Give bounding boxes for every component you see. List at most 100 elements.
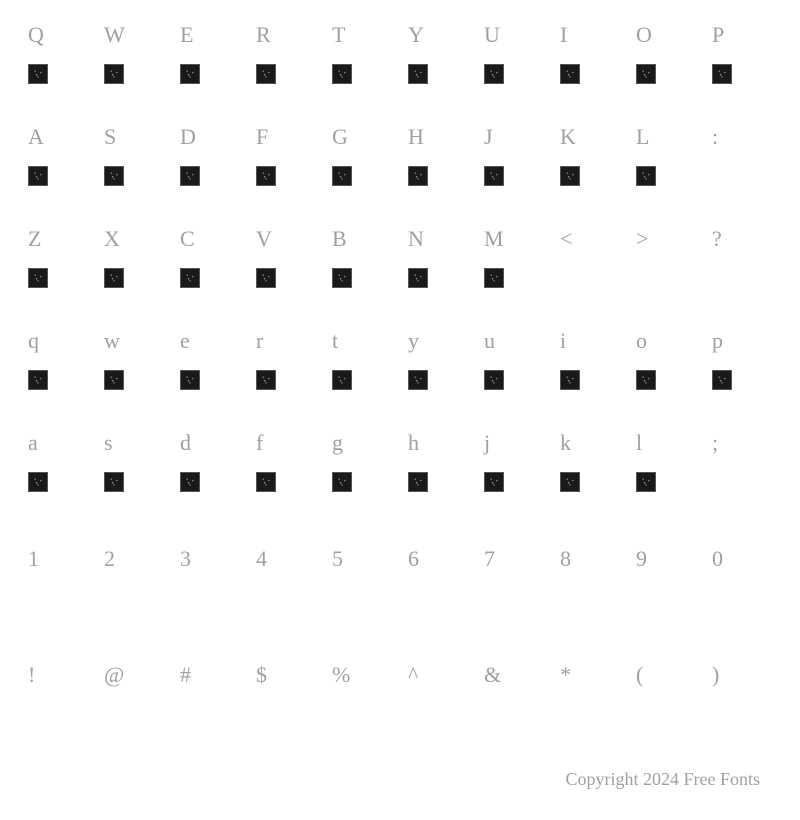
char-label-cell: >	[628, 224, 704, 254]
glyph-cell	[400, 362, 476, 398]
char-label-cell: h	[400, 428, 476, 458]
glyph-cell	[628, 696, 704, 732]
spacer	[476, 302, 552, 320]
char-label-cell: e	[172, 326, 248, 356]
glyph-cell	[20, 158, 96, 194]
char-label-cell: d	[172, 428, 248, 458]
spacer	[96, 302, 172, 320]
glyph-cell	[248, 260, 324, 296]
char-label-cell: t	[324, 326, 400, 356]
char-label: D	[180, 124, 196, 150]
char-label: ^	[408, 662, 418, 688]
spacer	[324, 622, 400, 654]
char-label: )	[712, 662, 719, 688]
spacer	[552, 622, 628, 654]
spacer	[400, 98, 476, 116]
char-label-cell: @	[96, 660, 172, 690]
font-glyph	[408, 472, 428, 492]
glyph-cell	[172, 56, 248, 92]
spacer	[324, 98, 400, 116]
char-label-cell: p	[704, 326, 780, 356]
char-label-cell: u	[476, 326, 552, 356]
spacer	[704, 622, 780, 654]
glyph-cell	[96, 464, 172, 500]
char-label: L	[636, 124, 649, 150]
char-label: :	[712, 124, 718, 150]
spacer	[20, 200, 96, 218]
char-label: Q	[28, 22, 44, 48]
char-label: 5	[332, 546, 343, 572]
glyph-cell	[628, 260, 704, 296]
char-label-cell: 8	[552, 544, 628, 574]
spacer	[552, 506, 628, 538]
font-glyph	[256, 166, 276, 186]
char-label-cell: j	[476, 428, 552, 458]
glyph-cell	[172, 158, 248, 194]
spacer	[324, 404, 400, 422]
font-glyph	[408, 166, 428, 186]
font-glyph	[560, 472, 580, 492]
spacer	[324, 506, 400, 538]
spacer	[400, 200, 476, 218]
char-label: 7	[484, 546, 495, 572]
copyright-footer: Copyright 2024 Free Fonts	[565, 769, 760, 790]
char-label: 2	[104, 546, 115, 572]
font-glyph	[332, 64, 352, 84]
glyph-cell	[704, 158, 780, 194]
char-label: ?	[712, 226, 722, 252]
spacer	[628, 200, 704, 218]
font-glyph	[28, 64, 48, 84]
char-label: p	[712, 328, 723, 354]
font-glyph	[636, 370, 656, 390]
char-label: N	[408, 226, 424, 252]
char-label-cell: P	[704, 20, 780, 50]
glyph-cell	[552, 158, 628, 194]
char-label: <	[560, 226, 572, 252]
char-label: l	[636, 430, 642, 456]
spacer	[20, 404, 96, 422]
char-label: Y	[408, 22, 424, 48]
char-label: g	[332, 430, 343, 456]
glyph-cell	[476, 362, 552, 398]
glyph-cell	[400, 696, 476, 732]
spacer	[400, 404, 476, 422]
char-label: h	[408, 430, 419, 456]
glyph-cell	[628, 158, 704, 194]
char-label: %	[332, 662, 350, 688]
char-label: y	[408, 328, 419, 354]
char-label: t	[332, 328, 338, 354]
char-label-cell: s	[96, 428, 172, 458]
char-label: d	[180, 430, 191, 456]
glyph-cell	[324, 696, 400, 732]
char-label-cell: N	[400, 224, 476, 254]
char-label: *	[560, 662, 571, 688]
glyph-cell	[248, 158, 324, 194]
char-label-cell: 5	[324, 544, 400, 574]
char-label-cell: 6	[400, 544, 476, 574]
spacer	[476, 200, 552, 218]
spacer	[324, 200, 400, 218]
char-label: i	[560, 328, 566, 354]
char-label-cell: U	[476, 20, 552, 50]
glyph-cell	[96, 580, 172, 616]
glyph-cell	[552, 580, 628, 616]
font-glyph	[256, 472, 276, 492]
glyph-cell	[248, 464, 324, 500]
char-label: 0	[712, 546, 723, 572]
char-label-cell: k	[552, 428, 628, 458]
char-label-cell: Z	[20, 224, 96, 254]
char-label: H	[408, 124, 424, 150]
spacer	[476, 98, 552, 116]
char-label-cell: F	[248, 122, 324, 152]
char-label-cell: T	[324, 20, 400, 50]
char-label-cell: R	[248, 20, 324, 50]
char-label: (	[636, 662, 643, 688]
font-glyph	[104, 370, 124, 390]
char-label: P	[712, 22, 724, 48]
glyph-cell	[552, 464, 628, 500]
glyph-cell	[476, 260, 552, 296]
char-label-cell: 3	[172, 544, 248, 574]
font-glyph	[180, 166, 200, 186]
glyph-cell	[96, 362, 172, 398]
char-label-cell: B	[324, 224, 400, 254]
